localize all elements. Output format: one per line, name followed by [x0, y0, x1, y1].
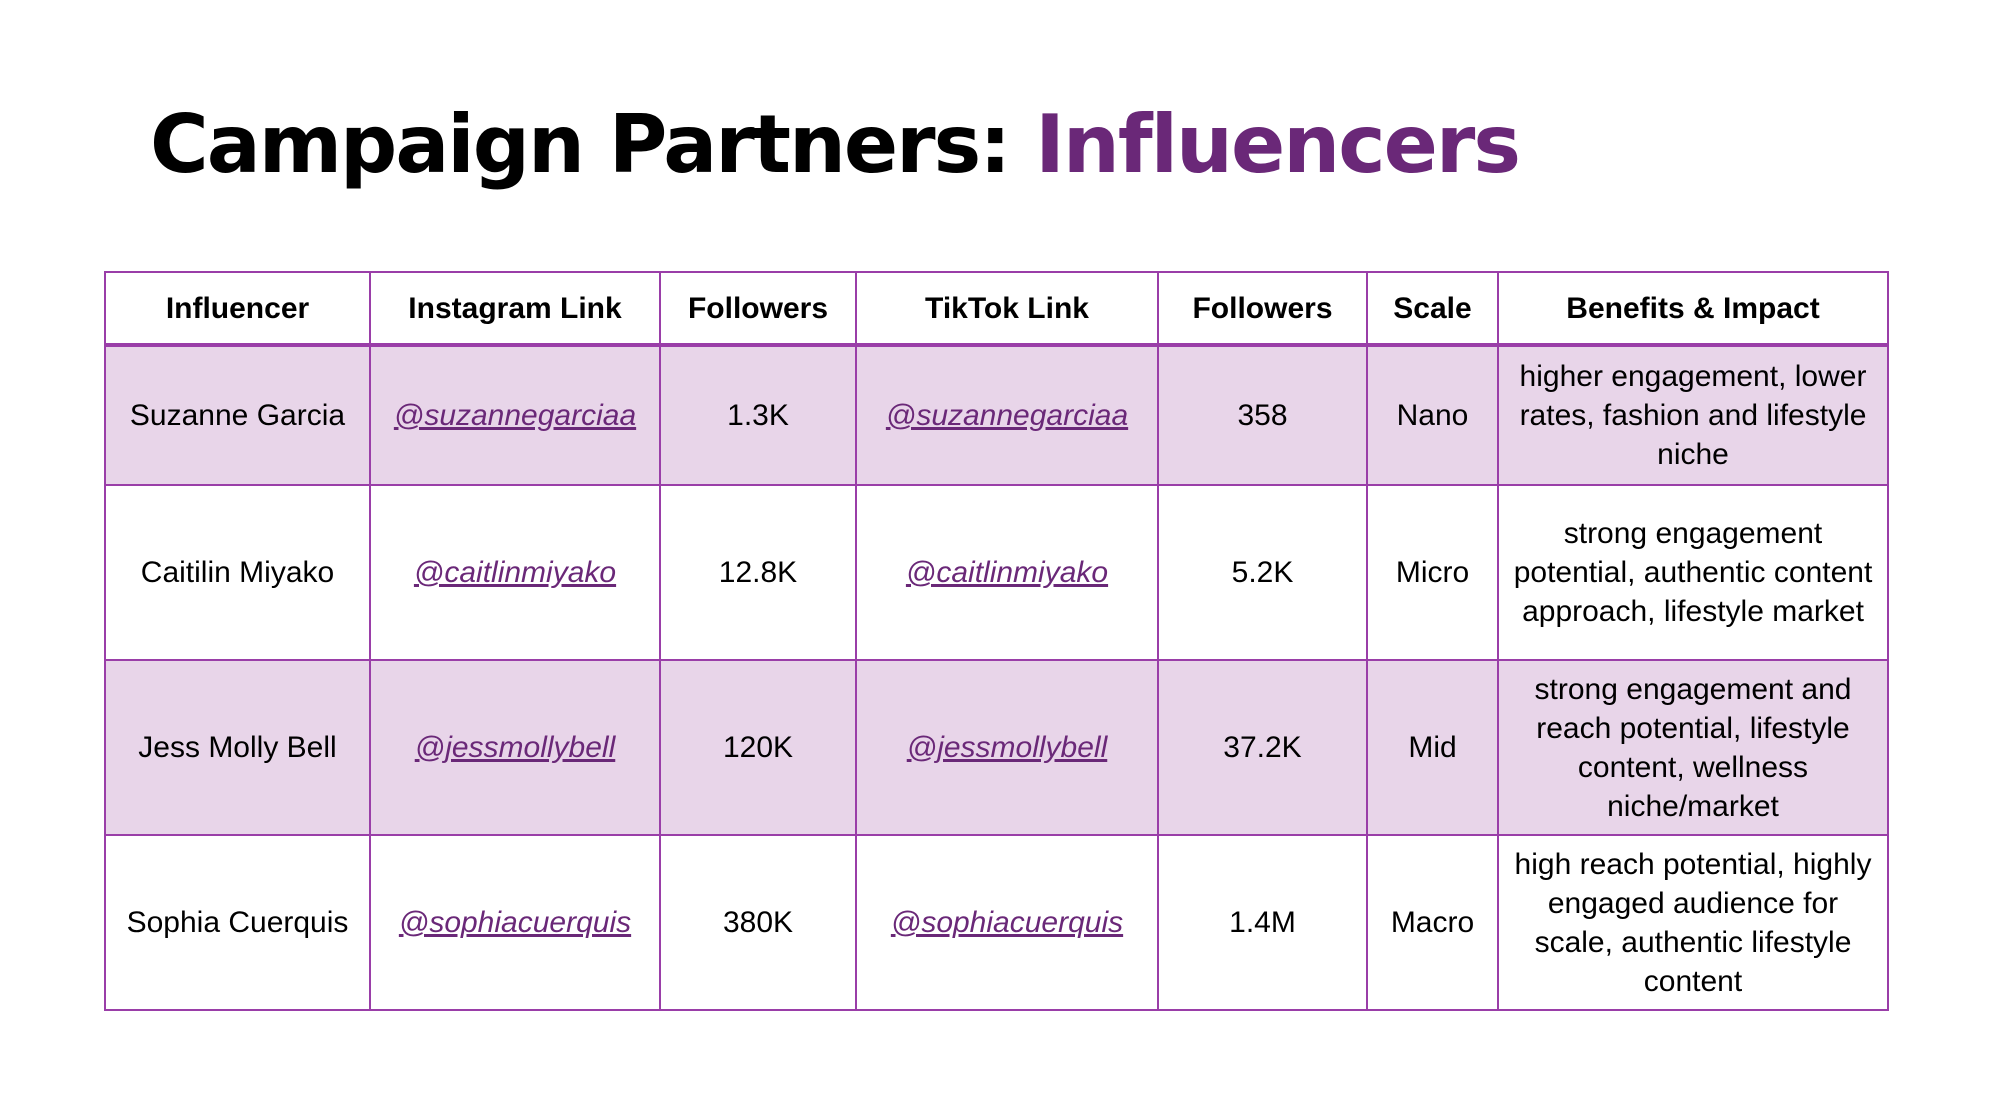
scale: Macro — [1366, 834, 1499, 1011]
benefits-impact: high reach potential, highly engaged aud… — [1497, 834, 1889, 1011]
tiktok-link[interactable]: @caitlinmiyako — [905, 556, 1109, 589]
table-row: Jess Molly Bell @jessmollybell 120K @jes… — [104, 659, 1889, 836]
influencer-name: Jess Molly Bell — [104, 659, 371, 836]
header-scale: Scale — [1366, 271, 1499, 347]
tiktok-cell: @jessmollybell — [855, 659, 1159, 836]
tiktok-cell: @suzannegarciaa — [855, 344, 1159, 486]
tiktok-cell: @sophiacuerquis — [855, 834, 1159, 1011]
slide-title: Campaign Partners: Influencers — [150, 105, 1521, 185]
instagram-cell: @suzannegarciaa — [369, 344, 661, 486]
benefits-impact: strong engagement and reach potential, l… — [1497, 659, 1889, 836]
header-instagram-link: Instagram Link — [369, 271, 661, 347]
header-benefits-impact: Benefits & Impact — [1497, 271, 1889, 347]
tiktok-followers: 37.2K — [1157, 659, 1368, 836]
tiktok-followers: 5.2K — [1157, 484, 1368, 661]
table-row: Caitilin Miyako @caitlinmiyako 12.8K @ca… — [104, 484, 1889, 661]
influencer-name: Suzanne Garcia — [104, 344, 371, 486]
benefits-impact: higher engagement, lower rates, fashion … — [1497, 344, 1889, 486]
influencer-name: Sophia Cuerquis — [104, 834, 371, 1011]
instagram-link[interactable]: @sophiacuerquis — [398, 906, 632, 939]
instagram-followers: 380K — [659, 834, 857, 1011]
title-prefix: Campaign Partners: — [150, 98, 1036, 191]
header-instagram-followers: Followers — [659, 271, 857, 347]
tiktok-link[interactable]: @jessmollybell — [906, 731, 1108, 764]
header-tiktok-link: TikTok Link — [855, 271, 1159, 347]
influencer-table: Influencer Instagram Link Followers TikT… — [104, 271, 1889, 1011]
benefits-impact: strong engagement potential, authentic c… — [1497, 484, 1889, 661]
table-header-row: Influencer Instagram Link Followers TikT… — [104, 271, 1889, 347]
instagram-cell: @jessmollybell — [369, 659, 661, 836]
tiktok-link[interactable]: @suzannegarciaa — [885, 399, 1129, 432]
instagram-cell: @caitlinmiyako — [369, 484, 661, 661]
instagram-link[interactable]: @suzannegarciaa — [393, 399, 637, 432]
scale: Micro — [1366, 484, 1499, 661]
header-influencer: Influencer — [104, 271, 371, 347]
title-accent: Influencers — [1035, 98, 1521, 191]
table-row: Suzanne Garcia @suzannegarciaa 1.3K @suz… — [104, 344, 1889, 486]
scale: Mid — [1366, 659, 1499, 836]
tiktok-link[interactable]: @sophiacuerquis — [890, 906, 1124, 939]
influencer-name: Caitilin Miyako — [104, 484, 371, 661]
instagram-cell: @sophiacuerquis — [369, 834, 661, 1011]
instagram-link[interactable]: @caitlinmiyako — [413, 556, 617, 589]
tiktok-followers: 358 — [1157, 344, 1368, 486]
instagram-followers: 1.3K — [659, 344, 857, 486]
tiktok-followers: 1.4M — [1157, 834, 1368, 1011]
instagram-followers: 12.8K — [659, 484, 857, 661]
table-row: Sophia Cuerquis @sophiacuerquis 380K @so… — [104, 834, 1889, 1011]
tiktok-cell: @caitlinmiyako — [855, 484, 1159, 661]
scale: Nano — [1366, 344, 1499, 486]
instagram-followers: 120K — [659, 659, 857, 836]
instagram-link[interactable]: @jessmollybell — [414, 731, 616, 764]
header-tiktok-followers: Followers — [1157, 271, 1368, 347]
